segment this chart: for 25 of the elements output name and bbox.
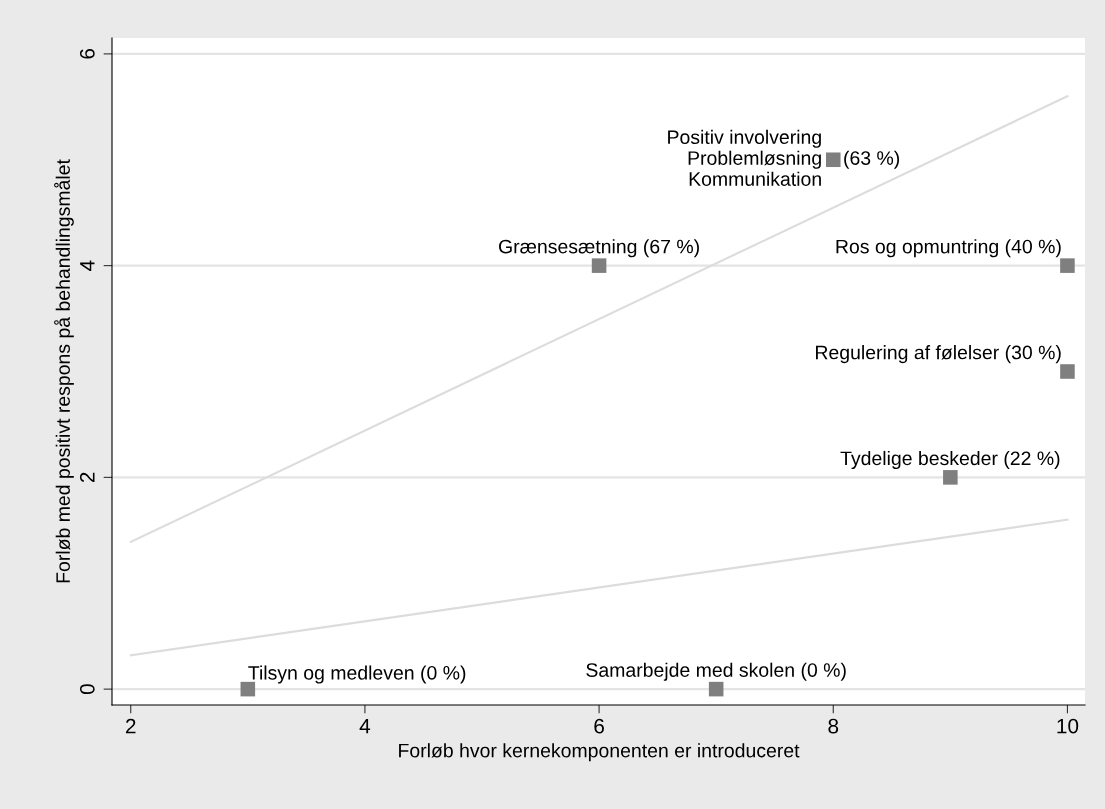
point xyxy=(1060,364,1075,379)
y-tick-label: 0 xyxy=(79,684,95,695)
x-tick-label: 2 xyxy=(125,718,136,734)
annotation: Positiv involvering Problemløsning Kommunikation xyxy=(668,129,821,186)
x-tick-label: 6 xyxy=(594,718,604,734)
annotation: Samarbejde med skolen (0 %) xyxy=(586,662,846,681)
x-tick-label: 8 xyxy=(828,718,839,734)
point xyxy=(825,152,841,168)
point xyxy=(708,681,724,697)
annotation: Regulering af følelser (30 %) xyxy=(816,345,1061,364)
annotation: Tilsyn og medleven (0 %) xyxy=(248,665,466,684)
point xyxy=(591,258,607,273)
x-tick-label: 10 xyxy=(1057,718,1079,734)
annotation: Ros og opmuntring (40 %) xyxy=(836,239,1061,258)
annotation: Tydelige beskeder (22 %) xyxy=(840,450,1060,470)
annotation: Grænsesætning (67 %) xyxy=(499,239,699,258)
x-tick-label: 4 xyxy=(359,718,371,734)
x-axis-title: Forløb hvor kernekomponenten er introduceret xyxy=(399,743,800,762)
y-tick-label: 6 xyxy=(79,49,95,59)
point xyxy=(943,470,958,485)
y-tick-label: 4 xyxy=(80,260,95,271)
y-axis-title: Forløb med positivt respons på behandlingsmålet xyxy=(54,159,74,583)
annotation: (63 %) xyxy=(844,150,900,169)
point xyxy=(1060,258,1075,273)
y-tick-label: 2 xyxy=(79,472,95,483)
